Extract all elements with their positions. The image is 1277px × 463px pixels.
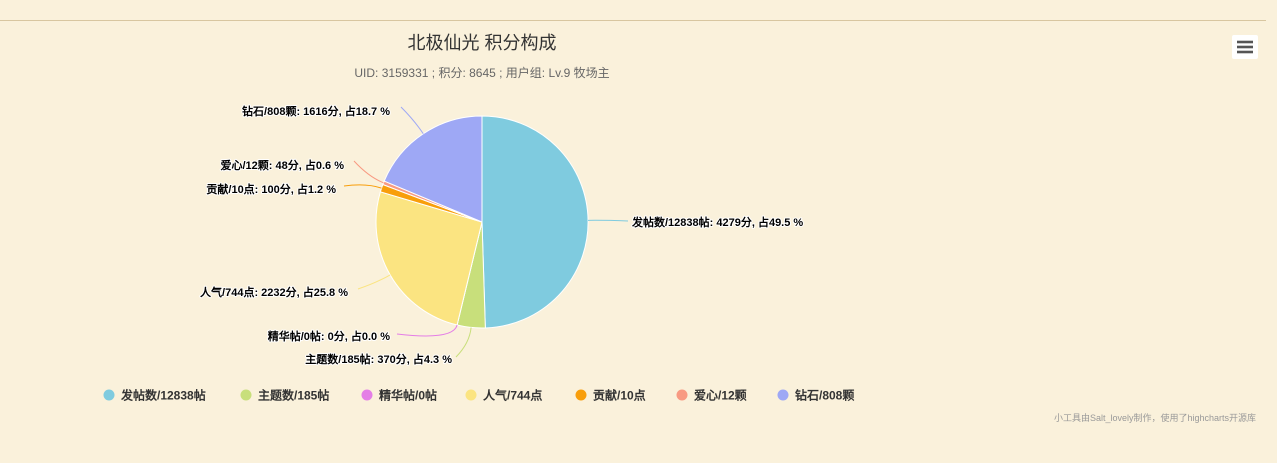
legend-item-contribution[interactable]: 贡献/10点 xyxy=(575,388,646,403)
legend-label[interactable]: 钻石/808颗 xyxy=(795,388,854,403)
legend-item-diamonds[interactable]: 钻石/808颗 xyxy=(777,388,855,403)
legend: 发帖数/12838帖 主题数/185帖 精华帖/0帖 人气/744点 贡献/10点 爱心/… xyxy=(103,388,855,403)
pie-series xyxy=(375,115,589,329)
data-label-popularity: 人气/744点: 2232分, 占25.8 % xyxy=(200,285,348,299)
legend-item-featured-posts[interactable]: 精华帖/0帖 xyxy=(361,388,438,403)
data-label-connector-popularity xyxy=(357,274,391,290)
legend-symbol[interactable] xyxy=(777,389,789,401)
chart-title: 北极仙光 积分构成 xyxy=(407,33,556,53)
data-label-connector-love xyxy=(353,160,384,184)
top-divider xyxy=(0,20,1266,21)
legend-symbol[interactable] xyxy=(103,389,115,401)
data-label-connector-topics xyxy=(455,327,472,358)
data-label-connectors xyxy=(343,106,629,358)
legend-label[interactable]: 主题数/185帖 xyxy=(258,388,329,403)
legend-label[interactable]: 贡献/10点 xyxy=(593,388,646,403)
export-menu-button[interactable] xyxy=(1232,35,1258,59)
data-label-connector-diamonds xyxy=(400,106,424,135)
legend-symbol[interactable] xyxy=(676,389,688,401)
data-label-contribution: 贡献/10点: 100分, 占1.2 % xyxy=(206,182,336,196)
chart-subtitle: UID: 3159331 ; 积分: 8645 ; 用户组: Lv.9 牧场主 xyxy=(354,65,609,80)
legend-item-posts[interactable]: 发帖数/12838帖 xyxy=(103,388,206,403)
data-label-featured-posts: 精华帖/0帖: 0分, 占0.0 % xyxy=(268,329,390,343)
data-label-posts: 发帖数/12838帖: 4279分, 占49.5 % xyxy=(631,215,803,229)
pie-slice-posts[interactable] xyxy=(481,115,589,329)
legend-label[interactable]: 发帖数/12838帖 xyxy=(120,388,206,403)
legend-symbol[interactable] xyxy=(240,389,252,401)
legend-symbol[interactable] xyxy=(575,389,587,401)
legend-label[interactable]: 精华帖/0帖 xyxy=(379,388,437,403)
legend-label[interactable]: 人气/744点 xyxy=(483,388,542,403)
legend-item-topics[interactable]: 主题数/185帖 xyxy=(240,388,330,403)
legend-item-popularity[interactable]: 人气/744点 xyxy=(465,388,543,403)
legend-label[interactable]: 爱心/12颗 xyxy=(694,388,747,403)
data-labels: 发帖数/12838帖: 4279分, 占49.5 % 主题数/185帖: 370分… xyxy=(199,103,804,367)
legend-item-love[interactable]: 爱心/12颗 xyxy=(676,388,747,403)
data-label-connector-posts xyxy=(587,219,629,222)
data-label-love: 爱心/12颗: 48分, 占0.6 % xyxy=(221,158,345,172)
data-label-connector-featured-posts xyxy=(396,324,458,337)
data-label-diamonds: 钻石/808颗: 1616分, 占18.7 % xyxy=(242,104,390,118)
credits[interactable]: 小工具由Salt_lovely制作，使用了highcharts开源库 xyxy=(1054,412,1256,423)
legend-symbol[interactable] xyxy=(361,389,373,401)
data-label-topics: 主题数/185帖: 370分, 占4.3 % xyxy=(305,352,452,366)
data-label-connector-contribution xyxy=(343,184,382,189)
legend-symbol[interactable] xyxy=(465,389,477,401)
menu-icon[interactable] xyxy=(1237,40,1253,54)
pie-slice-diamonds[interactable] xyxy=(383,115,483,223)
pie-slice-popularity[interactable] xyxy=(375,191,483,326)
